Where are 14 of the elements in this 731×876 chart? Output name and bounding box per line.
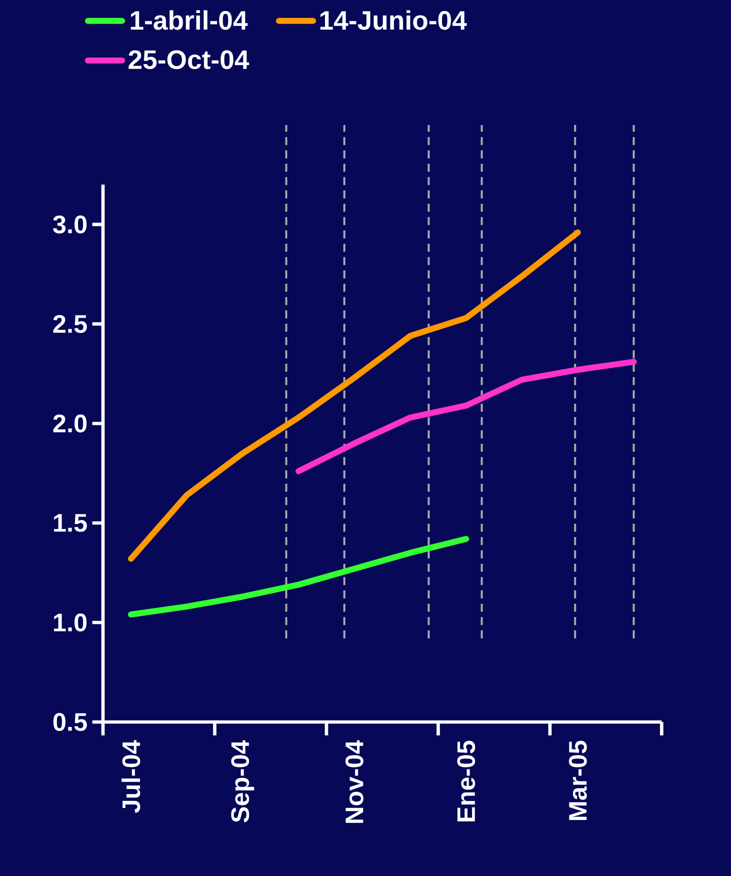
y-tick-label: 2.5 <box>53 315 87 333</box>
y-tick-label: 1.0 <box>54 614 87 632</box>
y-tick-label: 1.5 <box>54 514 87 532</box>
legend-label: 1-abril-04 <box>130 10 248 30</box>
legend-label: 25-Oct-04 <box>128 50 250 70</box>
x-tick-label: Jul-04 <box>122 740 140 813</box>
x-tick-label: Ene-05 <box>457 740 476 822</box>
y-tick-label: 3.0 <box>52 215 87 234</box>
x-tick-label: Nov-04 <box>345 740 364 823</box>
x-tick-label: Sep-04 <box>231 740 254 822</box>
legend-label: 14-Junio-04 <box>320 10 467 30</box>
y-tick-label: 2.0 <box>53 414 87 432</box>
x-tick-label: Mar-05 <box>568 740 587 820</box>
y-tick-label: 0.5 <box>53 713 87 731</box>
